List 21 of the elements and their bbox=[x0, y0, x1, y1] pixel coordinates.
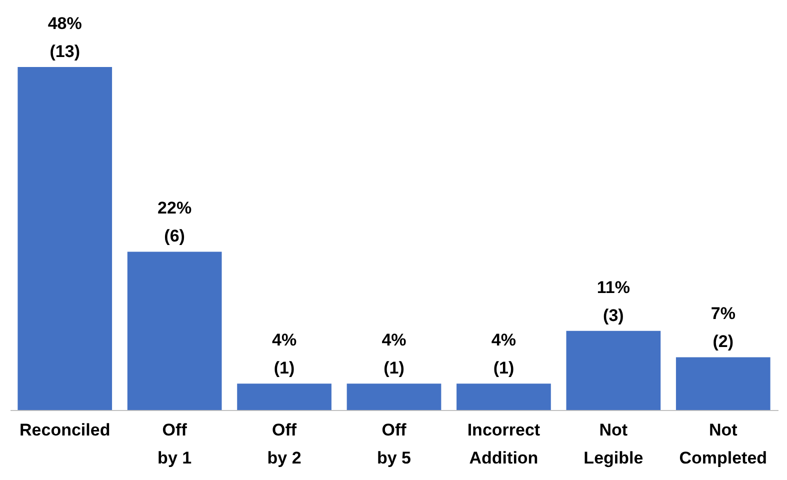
data-label: 48% (13) bbox=[48, 14, 82, 61]
data-label: 4% (1) bbox=[491, 330, 516, 378]
bar bbox=[18, 67, 112, 410]
x-tick-label: Incorrect Addition bbox=[467, 420, 540, 468]
bar bbox=[456, 384, 551, 410]
bar bbox=[676, 357, 770, 410]
data-label: 22% (6) bbox=[158, 198, 192, 246]
bar bbox=[127, 252, 222, 410]
data-label: 11% (3) bbox=[596, 278, 630, 325]
data-label: 4% (1) bbox=[382, 330, 406, 378]
x-tick-label: Off by 1 bbox=[158, 420, 192, 468]
x-tick-label: Reconciled bbox=[20, 420, 110, 440]
bar bbox=[566, 330, 661, 410]
x-tick-label: Not Legible bbox=[584, 420, 644, 468]
bar bbox=[346, 384, 442, 410]
x-tick-label: Off by 2 bbox=[267, 420, 302, 468]
x-tick-label: Off by 5 bbox=[376, 420, 412, 468]
x-tick-label: Not Completed bbox=[679, 420, 768, 468]
data-label: 4% (1) bbox=[272, 330, 297, 378]
bar bbox=[237, 384, 332, 410]
data-label: 7% (2) bbox=[710, 304, 736, 352]
